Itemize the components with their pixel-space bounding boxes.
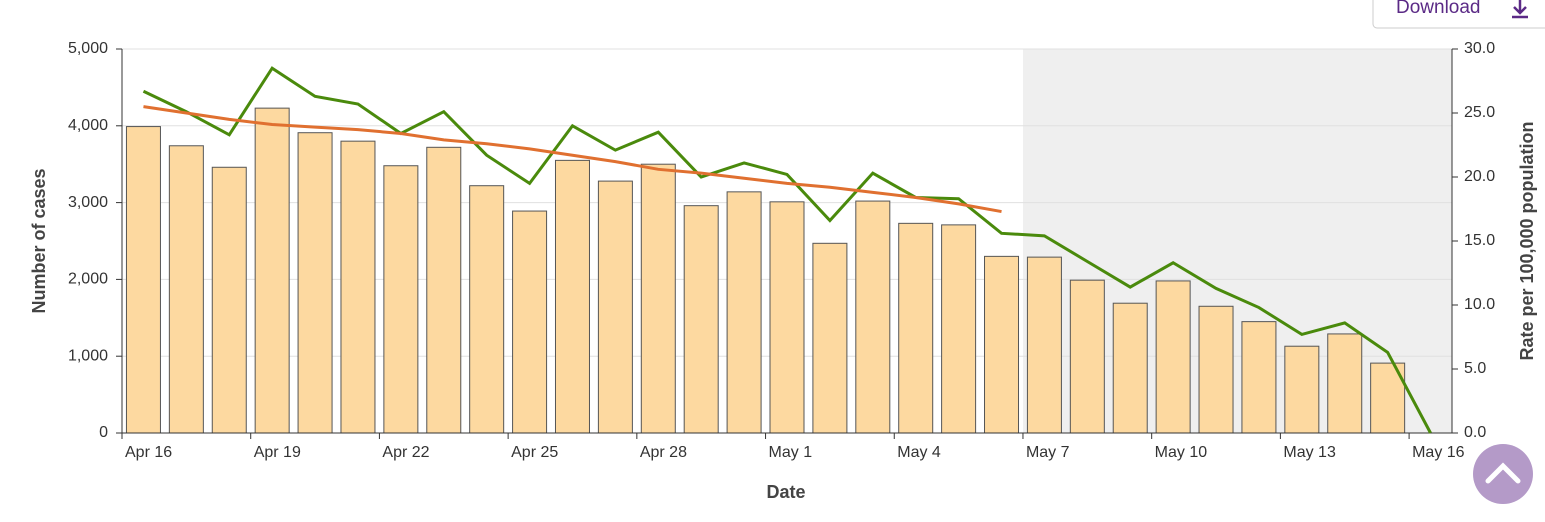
x-axis-title: Date bbox=[766, 482, 805, 502]
y2-tick-label: 0.0 bbox=[1464, 424, 1486, 441]
bar bbox=[1155, 280, 1191, 434]
scroll-top-icon bbox=[1485, 462, 1521, 484]
y-tick-label: 4,000 bbox=[68, 117, 108, 134]
download-button[interactable] bbox=[1372, 0, 1545, 29]
bar bbox=[168, 145, 204, 434]
y-tick-label: 5,000 bbox=[68, 40, 108, 57]
line bbox=[142, 66, 1432, 434]
x-tick-label: May 16 bbox=[1412, 444, 1465, 461]
bar bbox=[1198, 305, 1234, 434]
y2-tick-label: 10.0 bbox=[1464, 296, 1495, 313]
bar bbox=[426, 146, 462, 434]
x-tick-label: May 10 bbox=[1155, 444, 1208, 461]
y2-tick-label: 30.0 bbox=[1464, 40, 1495, 57]
bar bbox=[1026, 256, 1062, 434]
bar bbox=[812, 242, 848, 434]
y-axis-title: Number of cases bbox=[29, 168, 49, 313]
line bbox=[143, 105, 1002, 214]
x-tick-label: May 13 bbox=[1283, 444, 1336, 461]
plot: 0 1,000 2,000 3,000 4,000 5,000 0.0 5.0 10.0 15.0… bbox=[68, 40, 1495, 461]
bar bbox=[726, 191, 762, 434]
x-tick-label: Apr 19 bbox=[254, 444, 301, 461]
bar bbox=[640, 163, 676, 434]
scroll-top-button[interactable] bbox=[1473, 444, 1533, 504]
download-label: Download bbox=[1396, 0, 1481, 18]
bar bbox=[984, 255, 1020, 434]
x-tick-label: Apr 16 bbox=[125, 444, 172, 461]
x-tick-label: Apr 22 bbox=[382, 444, 429, 461]
bar bbox=[855, 200, 891, 434]
y2-tick-label: 25.0 bbox=[1464, 104, 1495, 121]
y2-tick-label: 5.0 bbox=[1464, 360, 1486, 377]
x-tick-label: May 4 bbox=[897, 444, 941, 461]
bar bbox=[597, 180, 633, 434]
bar bbox=[211, 166, 247, 434]
y-tick-label: 0 bbox=[99, 424, 108, 441]
download-icon bbox=[1512, 0, 1528, 19]
y2-tick-label: 20.0 bbox=[1464, 168, 1495, 185]
bar bbox=[1069, 279, 1105, 434]
bar bbox=[1284, 345, 1320, 434]
bar bbox=[254, 107, 290, 434]
bar bbox=[898, 222, 934, 434]
x-tick-label: May 1 bbox=[769, 444, 813, 461]
bar bbox=[941, 224, 977, 434]
bar bbox=[383, 165, 419, 434]
y2-tick-label: 15.0 bbox=[1464, 232, 1495, 249]
y-tick-label: 1,000 bbox=[68, 347, 108, 364]
bar bbox=[512, 210, 548, 434]
bar bbox=[769, 201, 805, 434]
y2-axis-title: Rate per 100,000 population bbox=[1517, 121, 1537, 360]
bar bbox=[340, 140, 376, 434]
x-tick-label: May 7 bbox=[1026, 444, 1070, 461]
bar bbox=[554, 159, 590, 434]
x-tick-label: Apr 25 bbox=[511, 444, 558, 461]
bar bbox=[469, 185, 505, 434]
bar bbox=[1241, 321, 1277, 434]
bar bbox=[297, 132, 333, 434]
bar bbox=[1112, 302, 1148, 434]
bar bbox=[1327, 333, 1363, 434]
y-tick-label: 3,000 bbox=[68, 194, 108, 211]
x-tick-label: Apr 28 bbox=[640, 444, 687, 461]
y-tick-label: 2,000 bbox=[68, 271, 108, 288]
bar bbox=[125, 126, 161, 434]
bar bbox=[683, 205, 719, 434]
